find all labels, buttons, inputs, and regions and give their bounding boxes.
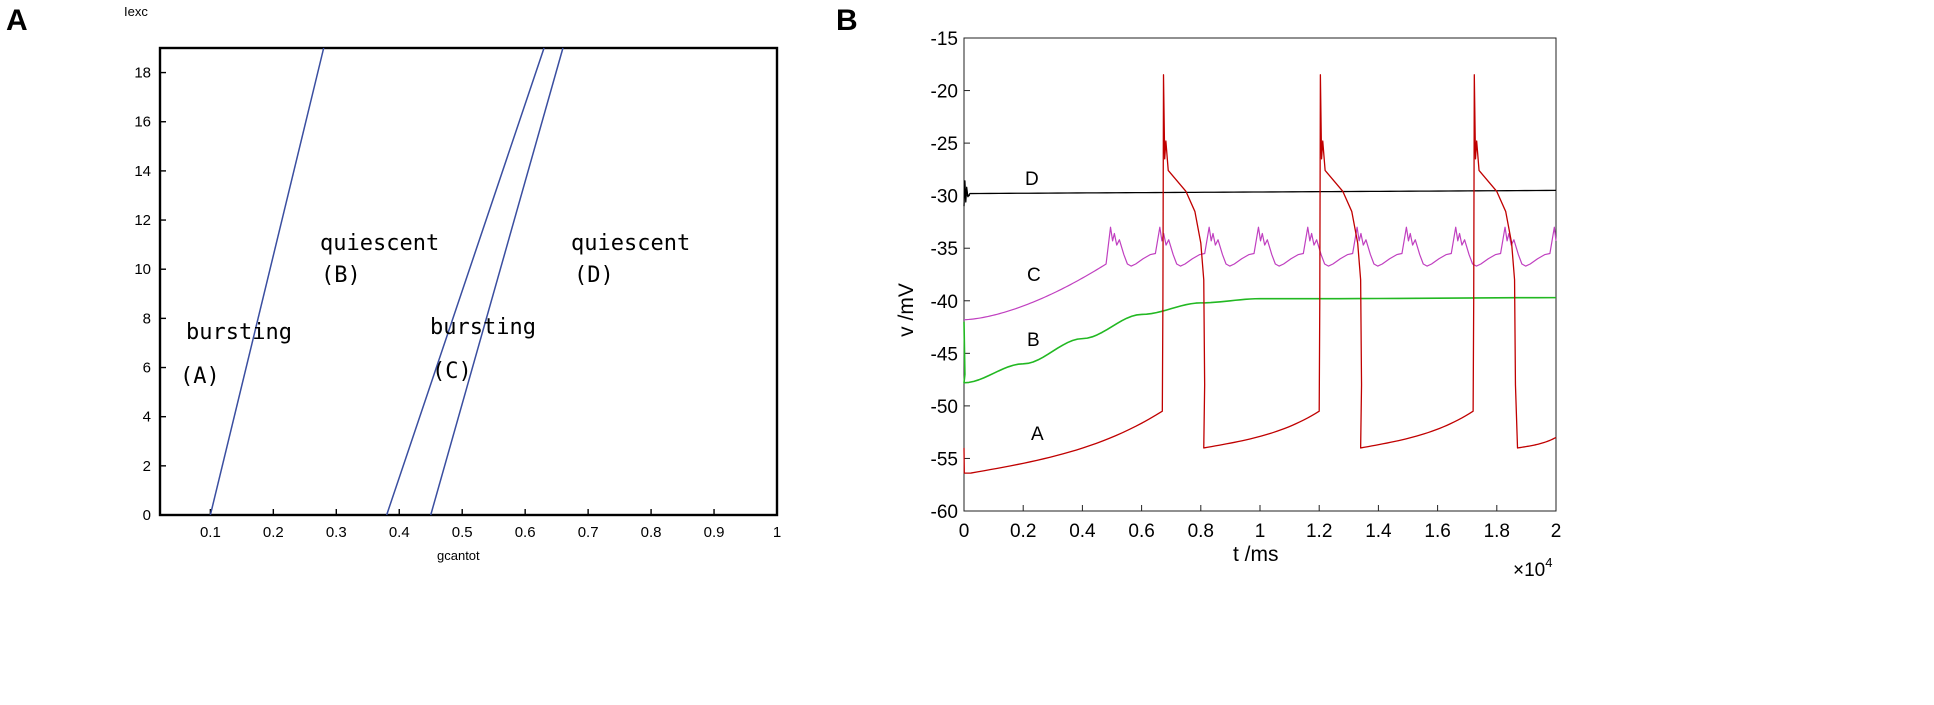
series-d-line: [963, 180, 1557, 207]
region-b-label: quiescent: [320, 231, 439, 256]
panel-b-xtick-label: 1.8: [1484, 521, 1510, 542]
panel-b-plot: 0 0.2 0.4 0.6 0.8 1 1.2 1.4 1.6 1.8 2 -15 -20 -25 -30 -…: [895, 29, 1561, 581]
panel-a-xtick-label: 1: [773, 524, 781, 541]
panel-b-frame: [963, 37, 1557, 512]
panel-b-ytick-label: -25: [931, 134, 958, 155]
series-a-line: [963, 74, 1557, 474]
panel-a-xlabel: gcantot: [437, 548, 480, 563]
panel-a-xtick-label: 0.6: [515, 524, 536, 541]
region-c-label: bursting: [430, 315, 536, 340]
panel-a-boundaries: [209, 47, 564, 516]
panel-b-ylabel: v /mV: [895, 283, 918, 337]
series-c-label: C: [1027, 265, 1041, 286]
region-a-tag: (A): [180, 364, 220, 389]
panel-a-xtick-label: 0.8: [641, 524, 662, 541]
panel-b-ytick-label: -55: [931, 449, 958, 470]
region-c-tag: (C): [432, 359, 472, 384]
panel-b-xlabel: t /ms: [1233, 543, 1279, 566]
panel-b-letter: B: [836, 4, 858, 37]
panel-b-x-multiplier: ×104: [1513, 555, 1552, 581]
panel-a-ytick-label: 0: [143, 507, 151, 524]
panel-b-ytick-label: -45: [931, 344, 958, 365]
panel-a-xtick-label: 0.9: [704, 524, 725, 541]
panel-a-plot: 0.1 0.2 0.3 0.4 0.5 0.6 0.7 0.8 0.9 1024681012141…: [124, 4, 781, 563]
region-a-label: bursting: [186, 320, 292, 345]
panel-b-ytick-label: -40: [931, 292, 958, 313]
panel-b-xtick-label: 1: [1255, 521, 1266, 542]
panel-b-ticks: 0 0.2 0.4 0.6 0.8 1 1.2 1.4 1.6 1.8 2 -15 -20 -25 -30 -…: [931, 29, 1562, 542]
panel-b-ytick-label: -35: [931, 239, 958, 260]
boundary-line-2: [385, 47, 545, 516]
panel-b-xtick-label: 2: [1551, 521, 1562, 542]
panel-b-xtick-label: 0.6: [1128, 521, 1154, 542]
panel-a-ytick-label: 10: [134, 261, 151, 278]
panel-b-xtick-label: 0.8: [1188, 521, 1214, 542]
panel-b-x-multiplier-exp: 4: [1545, 555, 1552, 570]
panel-b-series: [963, 74, 1557, 474]
panel-b-x-multiplier-base: ×10: [1513, 560, 1545, 581]
series-a-label: A: [1031, 424, 1044, 445]
panel-a-ytick-label: 18: [134, 65, 151, 82]
series-d-label: D: [1025, 169, 1039, 190]
panel-a-ytick-label: 14: [134, 163, 151, 180]
panel-a-ytick-label: 16: [134, 114, 151, 131]
panel-a-xtick-label: 0.1: [200, 524, 221, 541]
panel-b-xtick-label: 0.4: [1069, 521, 1096, 542]
panel-b-ytick-label: -20: [931, 82, 958, 103]
panel-b-xtick-label: 0: [959, 521, 970, 542]
panel-a-ytick-label: 4: [143, 409, 151, 426]
region-b-tag: (B): [321, 263, 361, 288]
panel-a-xtick-label: 0.5: [452, 524, 473, 541]
panel-a-xtick-label: 0.2: [263, 524, 284, 541]
panel-b-ytick-label: -50: [931, 397, 958, 418]
panel-a-xtick-label: 0.7: [578, 524, 599, 541]
panel-b-ytick-label: -30: [931, 187, 958, 208]
boundary-line-1: [209, 47, 325, 516]
panel-a-ticks: 0.1 0.2 0.3 0.4 0.5 0.6 0.7 0.8 0.9 1024681012141…: [134, 65, 781, 541]
region-d-tag: (D): [574, 263, 614, 288]
panel-a-ytick-label: 2: [143, 458, 151, 475]
series-b-label: B: [1027, 330, 1040, 351]
panel-a-xtick-label: 0.4: [389, 524, 410, 541]
panel-b-xtick-label: 0.2: [1010, 521, 1036, 542]
series-c-line: [963, 226, 1557, 321]
series-b-line: [963, 296, 1557, 384]
panel-b-xtick-label: 1.2: [1306, 521, 1332, 542]
panel-b-xtick-label: 1.4: [1365, 521, 1392, 542]
panel-a-frame: [158, 46, 779, 517]
boundary-line-3: [430, 47, 564, 516]
panel-a-xtick-label: 0.3: [326, 524, 347, 541]
panel-b-ytick-label: -60: [931, 502, 958, 523]
panel-a-letter: A: [6, 4, 28, 37]
panel-a-ylabel: Iexc: [124, 4, 148, 19]
panel-b-ytick-label: -15: [931, 29, 958, 50]
region-d-label: quiescent: [571, 231, 690, 256]
panel-b-xtick-label: 1.6: [1424, 521, 1450, 542]
panel-a-ytick-label: 6: [143, 360, 151, 377]
panel-a-ytick-label: 8: [143, 310, 151, 327]
panel-a-ytick-label: 12: [134, 212, 151, 229]
